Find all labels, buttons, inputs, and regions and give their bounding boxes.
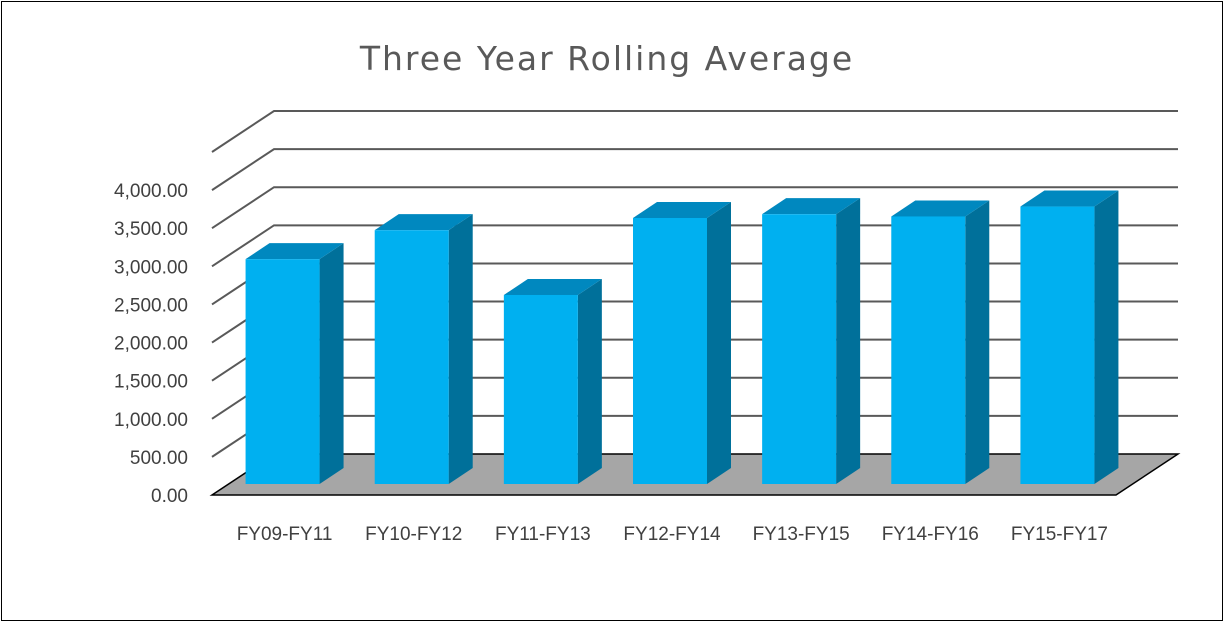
y-tick-label: 0.00	[151, 486, 188, 507]
x-category-label: FY09-FY11	[237, 524, 333, 545]
bar-front	[1020, 206, 1095, 484]
bar-top	[891, 200, 990, 217]
bar-side	[577, 278, 602, 484]
x-category-label: FY14-FY16	[882, 524, 979, 545]
bar-front	[762, 214, 837, 484]
bar-front	[503, 294, 578, 484]
bar	[245, 243, 344, 484]
gridline	[211, 148, 1178, 191]
bar	[374, 214, 473, 484]
y-tick-label: 500.00	[130, 448, 188, 469]
bar-front	[891, 216, 966, 484]
y-tick-label: 3,000.00	[114, 257, 188, 278]
bar-front	[374, 230, 449, 484]
bar-top	[1020, 190, 1119, 207]
bar	[1020, 190, 1119, 484]
gridline	[211, 224, 1178, 268]
bar	[891, 200, 990, 484]
y-tick-label: 3,500.00	[114, 219, 188, 240]
bar-front	[245, 259, 320, 484]
bar-top	[245, 243, 344, 260]
bar-top	[762, 198, 861, 215]
y-tick-label: 2,500.00	[114, 295, 188, 316]
y-tick-label: 1,000.00	[114, 410, 188, 431]
x-category-label: FY15-FY17	[1011, 524, 1108, 545]
chart-title: Three Year Rolling Average	[359, 39, 854, 78]
x-category-label: FY11-FY13	[495, 524, 591, 545]
bar-top	[503, 278, 602, 295]
bar-top	[374, 214, 473, 231]
gridline	[211, 110, 1178, 153]
bar-top	[633, 201, 731, 218]
x-category-label: FY13-FY15	[753, 524, 850, 545]
bar-side	[965, 200, 990, 484]
y-tick-label: 4,000.00	[114, 181, 188, 202]
y-axis-ticks: 0.00 500.00 1,000.00 1,500.00 2,000.00 2,500.…	[114, 181, 188, 507]
bar-side	[319, 243, 344, 484]
bar-front	[633, 217, 707, 485]
bar	[633, 201, 731, 485]
gridline	[211, 186, 1178, 230]
bar-layer	[245, 190, 1119, 485]
x-axis-categories: FY09-FY11 FY10-FY12 FY11-FY13 FY12-FY14 FY13…	[237, 524, 1108, 545]
y-tick-label: 1,500.00	[114, 372, 188, 393]
bar-side	[707, 201, 731, 485]
y-tick-label: 2,000.00	[114, 334, 188, 355]
x-category-label: FY12-FY14	[623, 524, 721, 545]
bar	[762, 198, 861, 484]
bar-side	[448, 214, 473, 484]
bar-side	[1094, 190, 1119, 484]
bar-side	[836, 198, 861, 484]
bar	[503, 278, 602, 484]
x-category-label: FY10-FY12	[365, 524, 462, 545]
